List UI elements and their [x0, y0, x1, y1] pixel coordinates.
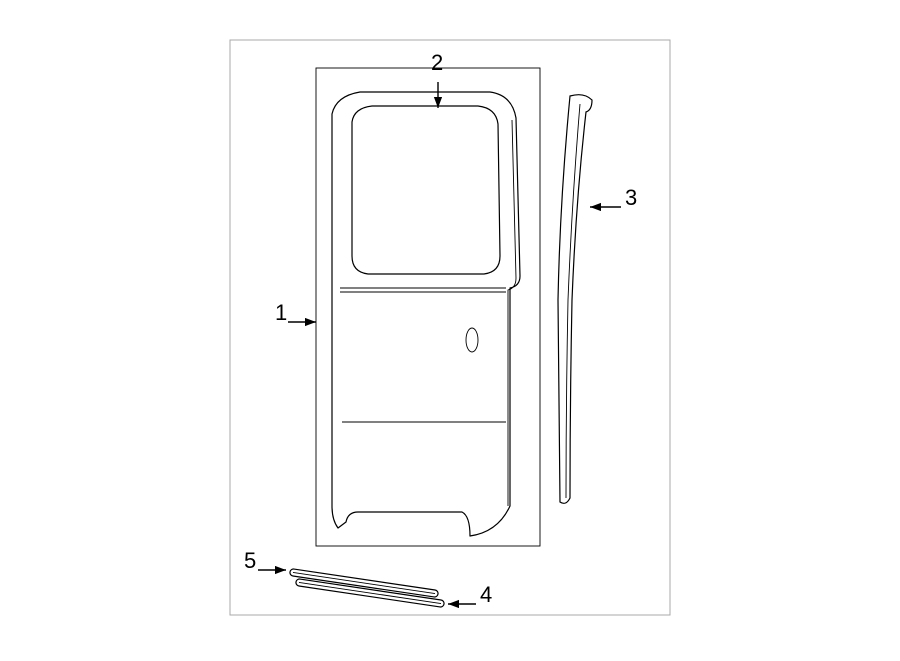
parts-diagram-svg	[0, 0, 900, 661]
callout-label-2: 2	[431, 50, 443, 76]
diagram-stage: 1 2 3 4 5	[0, 0, 900, 661]
callout-label-5: 5	[244, 548, 256, 574]
callout-label-1: 1	[275, 300, 287, 326]
door-panel-outer	[332, 92, 520, 536]
pillar-molding	[558, 95, 592, 504]
drawing-layer	[230, 40, 670, 615]
callout-label-3: 3	[625, 185, 637, 211]
callout-label-4: 4	[480, 582, 492, 608]
